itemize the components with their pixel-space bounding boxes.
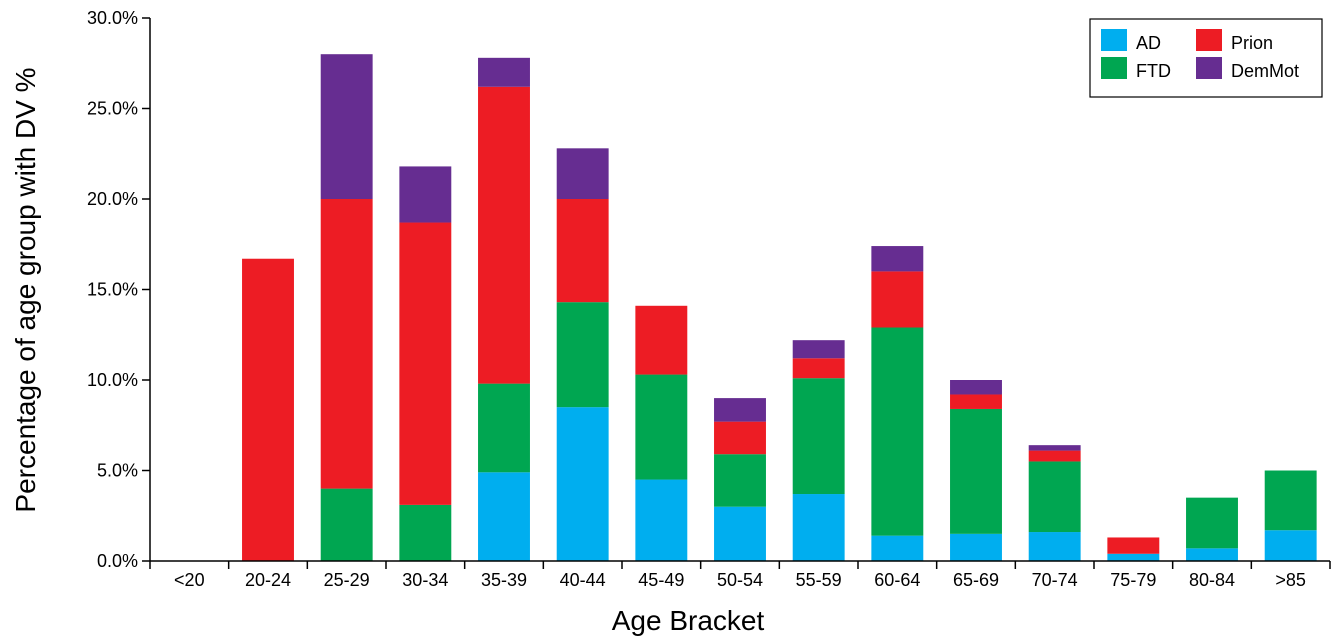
x-tick-label: 35-39 bbox=[481, 570, 527, 590]
bar-ad-11 bbox=[1028, 532, 1081, 561]
x-tick-label: 30-34 bbox=[402, 570, 448, 590]
bar-ftd-6 bbox=[635, 374, 688, 480]
bars-layer bbox=[242, 54, 1317, 561]
bar-demmot-11 bbox=[1028, 445, 1081, 451]
legend-label-prion: Prion bbox=[1231, 33, 1273, 53]
y-tick-label: 15.0% bbox=[87, 280, 138, 300]
bar-ad-6 bbox=[635, 479, 688, 561]
legend: AD Prion FTD DemMot bbox=[1089, 18, 1323, 98]
bar-prion-12 bbox=[1107, 537, 1160, 554]
bar-ftd-14 bbox=[1264, 470, 1317, 531]
bar-demmot-8 bbox=[792, 340, 845, 359]
x-tick-label: 55-59 bbox=[796, 570, 842, 590]
bar-ftd-13 bbox=[1186, 497, 1238, 549]
bar-ftd-9 bbox=[871, 327, 924, 536]
bar-ad-8 bbox=[792, 494, 845, 561]
y-tick-label: 5.0% bbox=[97, 461, 138, 481]
y-tick-label: 30.0% bbox=[87, 8, 138, 28]
legend-label-ad: AD bbox=[1136, 33, 1161, 53]
bar-ad-5 bbox=[556, 407, 609, 561]
bar-ftd-10 bbox=[950, 408, 1002, 534]
bar-ftd-8 bbox=[792, 378, 845, 495]
x-tick-label: 65-69 bbox=[953, 570, 999, 590]
bar-ftd-7 bbox=[714, 454, 766, 507]
bar-ad-14 bbox=[1264, 530, 1317, 561]
legend-swatch-ftd bbox=[1101, 57, 1127, 79]
bar-demmot-3 bbox=[399, 166, 452, 223]
bar-demmot-2 bbox=[320, 54, 373, 200]
y-tick-label: 20.0% bbox=[87, 189, 138, 209]
bar-prion-10 bbox=[950, 394, 1002, 409]
x-tick-label: 80-84 bbox=[1189, 570, 1235, 590]
bar-prion-2 bbox=[320, 199, 373, 489]
bar-ftd-3 bbox=[399, 504, 452, 561]
bar-prion-4 bbox=[478, 86, 530, 384]
bar-prion-3 bbox=[399, 222, 452, 505]
bar-prion-9 bbox=[871, 271, 924, 328]
bar-ad-13 bbox=[1186, 548, 1238, 561]
bar-ad-12 bbox=[1107, 553, 1160, 561]
bar-demmot-10 bbox=[950, 380, 1002, 395]
x-tick-label: 40-44 bbox=[560, 570, 606, 590]
bar-prion-5 bbox=[556, 199, 609, 303]
bar-demmot-7 bbox=[714, 398, 766, 422]
x-tick-label: 70-74 bbox=[1032, 570, 1078, 590]
legend-swatch-ad bbox=[1101, 29, 1127, 51]
x-axis-title: Age Bracket bbox=[612, 605, 765, 636]
bar-ad-7 bbox=[714, 506, 766, 561]
y-tick-label: 0.0% bbox=[97, 551, 138, 571]
x-tick-label: 75-79 bbox=[1110, 570, 1156, 590]
bar-ftd-11 bbox=[1028, 461, 1081, 533]
bar-demmot-4 bbox=[478, 57, 530, 87]
bar-prion-11 bbox=[1028, 450, 1081, 462]
legend-swatch-prion bbox=[1196, 29, 1222, 51]
x-tick-label: 45-49 bbox=[638, 570, 684, 590]
bar-ad-4 bbox=[478, 472, 530, 561]
bar-prion-1 bbox=[242, 258, 294, 561]
legend-swatch-demmot bbox=[1196, 57, 1222, 79]
bar-prion-8 bbox=[792, 358, 845, 379]
bar-prion-7 bbox=[714, 421, 766, 455]
bar-ftd-5 bbox=[556, 302, 609, 408]
x-tick-label: 20-24 bbox=[245, 570, 291, 590]
axes-layer: 0.0% 5.0% 10.0% 15.0% 20.0% 25.0% 30.0% <20 20-2… bbox=[87, 8, 1331, 590]
x-tick-label: >85 bbox=[1275, 570, 1306, 590]
y-tick-label: 10.0% bbox=[87, 370, 138, 390]
bar-ad-10 bbox=[950, 533, 1002, 561]
bar-demmot-9 bbox=[871, 246, 924, 272]
x-tick-label: <20 bbox=[174, 570, 205, 590]
x-tick-label: 60-64 bbox=[874, 570, 920, 590]
bar-ftd-4 bbox=[478, 383, 530, 473]
y-tick-label: 25.0% bbox=[87, 99, 138, 119]
bar-demmot-5 bbox=[556, 148, 609, 199]
bar-ad-9 bbox=[871, 535, 924, 561]
y-axis-title: Percentage of age group with DV % bbox=[10, 67, 41, 512]
bar-prion-6 bbox=[635, 305, 688, 375]
bar-ftd-2 bbox=[320, 488, 373, 561]
x-tick-label: 50-54 bbox=[717, 570, 763, 590]
x-tick-label: 25-29 bbox=[324, 570, 370, 590]
legend-label-demmot: DemMot bbox=[1231, 61, 1299, 81]
legend-label-ftd: FTD bbox=[1136, 61, 1171, 81]
